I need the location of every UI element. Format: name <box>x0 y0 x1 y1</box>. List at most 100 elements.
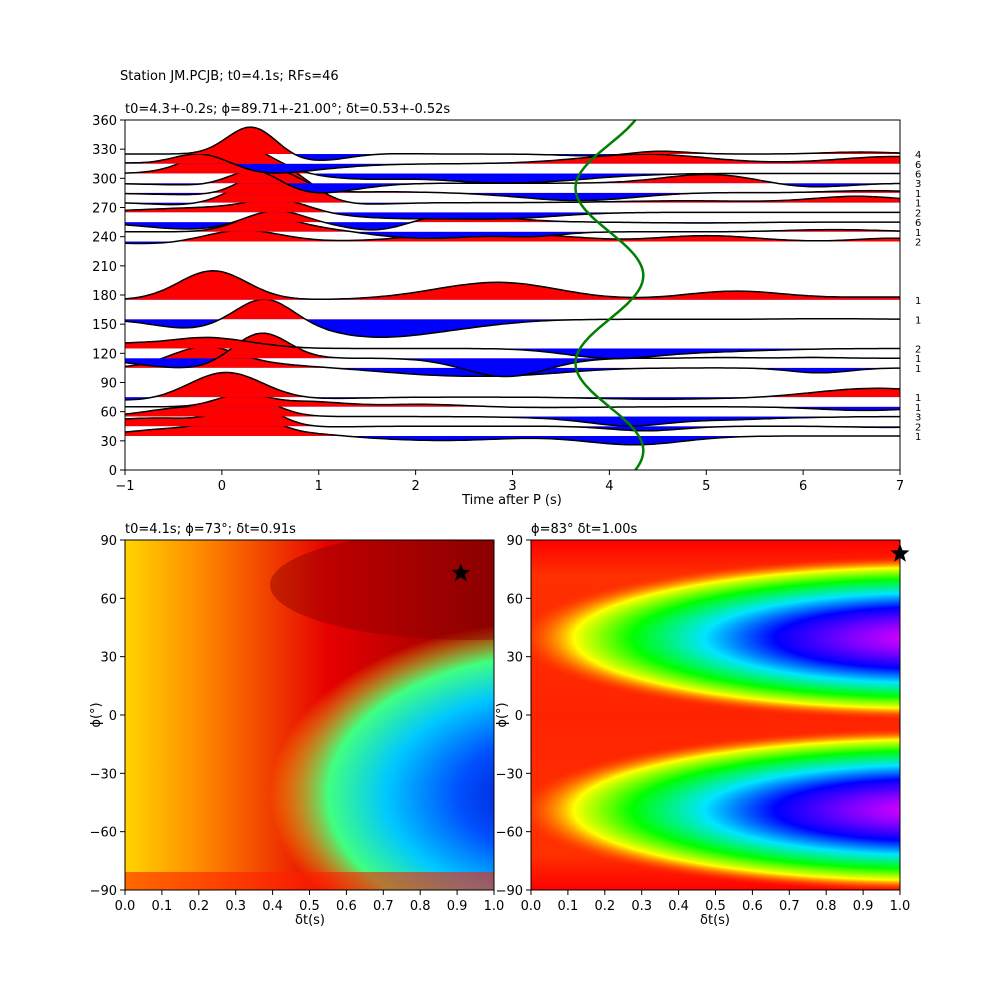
y-tick-label: 60 <box>506 592 523 607</box>
x-tick-label: 0.0 <box>521 899 542 914</box>
negative-fill <box>125 231 900 239</box>
y-tick-label: 30 <box>506 651 523 666</box>
rf-count-label: 2 <box>915 344 921 355</box>
y-tick-label: 150 <box>92 318 117 333</box>
rf-count-label: 1 <box>915 189 921 200</box>
heatmap-right-panel: ϕ=83° δt=1.00s 0.0 0.1 0.2 0.3 0.4 0.5 0.6 0.7 0… <box>495 522 910 928</box>
y-tick-label: −30 <box>496 767 523 782</box>
x-tick-label: 5 <box>702 479 710 494</box>
x-tick-label: −1 <box>115 479 134 494</box>
y-tick-label: 300 <box>92 172 117 187</box>
rf-trace <box>125 270 900 300</box>
rf-count-label: 6 <box>915 160 921 171</box>
rf-count-label: 1 <box>915 354 921 365</box>
y-tick-label: 90 <box>100 377 117 392</box>
y-tick-label: 360 <box>92 114 117 129</box>
wiggle-x-ticks: −1 0 1 2 3 4 5 6 7 <box>115 470 904 494</box>
y-tick-label: 330 <box>92 143 117 158</box>
heatmap-left-x-label: δt(s) <box>295 913 325 928</box>
y-tick-label: 60 <box>100 592 117 607</box>
rf-count-label: 1 <box>915 432 921 443</box>
rf-count-label: 2 <box>915 208 921 219</box>
heatmap-left-image <box>125 540 494 890</box>
x-tick-label: 1 <box>315 479 323 494</box>
y-tick-label: −90 <box>90 884 117 899</box>
rf-count-label: 2 <box>915 238 921 249</box>
x-tick-label: 0 <box>218 479 226 494</box>
x-tick-label: 0.8 <box>410 899 431 914</box>
x-tick-label: 0.1 <box>558 899 579 914</box>
rf-trace <box>125 298 900 338</box>
x-tick-label: 0.2 <box>188 899 209 914</box>
rf-trace <box>125 371 900 401</box>
x-tick-label: 0.9 <box>447 899 468 914</box>
y-tick-label: 0 <box>515 709 523 724</box>
rf-trace <box>125 153 900 174</box>
y-tick-label: 90 <box>100 534 117 549</box>
positive-fill <box>125 142 900 174</box>
rf-trace <box>125 332 900 378</box>
figure-suptitle: Station JM.PCJB; t0=4.1s; RFs=46 <box>120 69 339 84</box>
negative-fill <box>125 212 900 220</box>
x-tick-label: 0.9 <box>853 899 874 914</box>
y-tick-label: 180 <box>92 289 117 304</box>
y-tick-label: 0 <box>109 464 117 479</box>
x-tick-label: 0.4 <box>262 899 283 914</box>
heatmap-left-ticks: 0.0 0.1 0.2 0.3 0.4 0.5 0.6 0.7 0.8 0.9 1.0 −90 −60 −… <box>90 534 505 914</box>
rf-count-label: 2 <box>915 422 921 433</box>
rf-count-label: 1 <box>915 393 921 404</box>
best-fit-star-icon <box>890 543 910 562</box>
x-tick-label: 4 <box>605 479 613 494</box>
y-tick-label: 30 <box>100 435 117 450</box>
x-tick-label: 0.6 <box>336 899 357 914</box>
x-tick-label: 0.7 <box>779 899 800 914</box>
x-tick-label: 2 <box>411 479 419 494</box>
y-tick-label: 30 <box>100 651 117 666</box>
x-tick-label: 0.1 <box>152 899 173 914</box>
x-tick-label: 0.4 <box>668 899 689 914</box>
heatmap-left-title: t0=4.1s; ϕ=73°; δt=0.91s <box>125 522 296 537</box>
heatmap-left-panel: t0=4.1s; ϕ=73°; δt=0.91s 0.0 0.1 0.2 0.3 0.4… <box>89 522 505 928</box>
rf-trace <box>125 336 900 360</box>
wiggle-y-ticks: 0 30 60 90 120 150 180 210 240 270 300 330 360 <box>92 114 125 479</box>
negative-fill <box>125 173 900 183</box>
y-tick-label: 0 <box>109 709 117 724</box>
rf-count-label: 1 <box>915 403 921 414</box>
x-tick-label: 0.7 <box>373 899 394 914</box>
heatmap-right-image <box>531 540 900 890</box>
wiggle-title: t0=4.3+-0.2s; ϕ=89.71+-21.00°; δt=0.53+-… <box>125 102 450 117</box>
x-tick-label: 0.3 <box>631 899 652 914</box>
y-tick-label: 240 <box>92 231 117 246</box>
rf-count-label: 1 <box>915 228 921 239</box>
x-tick-label: 0.3 <box>225 899 246 914</box>
y-tick-label: 210 <box>92 260 117 275</box>
x-tick-label: 3 <box>508 479 516 494</box>
rf-count-label: 3 <box>915 413 921 424</box>
y-tick-label: −60 <box>496 826 523 841</box>
heatmap-left-y-label: ϕ(°) <box>89 702 104 727</box>
y-tick-label: 270 <box>92 202 117 217</box>
rf-count-label: 3 <box>915 179 921 190</box>
heatmap-right-x-label: δt(s) <box>700 913 730 928</box>
best-fit-star-icon <box>451 563 471 582</box>
x-tick-label: 0.6 <box>742 899 763 914</box>
y-tick-label: −30 <box>90 767 117 782</box>
y-tick-label: 60 <box>100 406 117 421</box>
rf-trace <box>125 126 900 162</box>
heatmap-right-y-label: ϕ(°) <box>495 702 510 727</box>
rf-count-label: 6 <box>915 218 921 229</box>
rf-count-label: 6 <box>915 169 921 180</box>
rf-count-label: 4 <box>915 150 921 161</box>
rf-count-label: 1 <box>915 315 921 326</box>
rf-count-label: 1 <box>915 296 921 307</box>
x-tick-label: 6 <box>799 479 807 494</box>
x-tick-label: 0.0 <box>115 899 136 914</box>
x-tick-label: 0.5 <box>299 899 320 914</box>
x-tick-label: 1.0 <box>484 899 505 914</box>
x-tick-label: 0.2 <box>594 899 615 914</box>
y-tick-label: −60 <box>90 826 117 841</box>
rf-count-label: 1 <box>915 364 921 375</box>
y-tick-label: −90 <box>496 884 523 899</box>
y-tick-label: 90 <box>506 534 523 549</box>
